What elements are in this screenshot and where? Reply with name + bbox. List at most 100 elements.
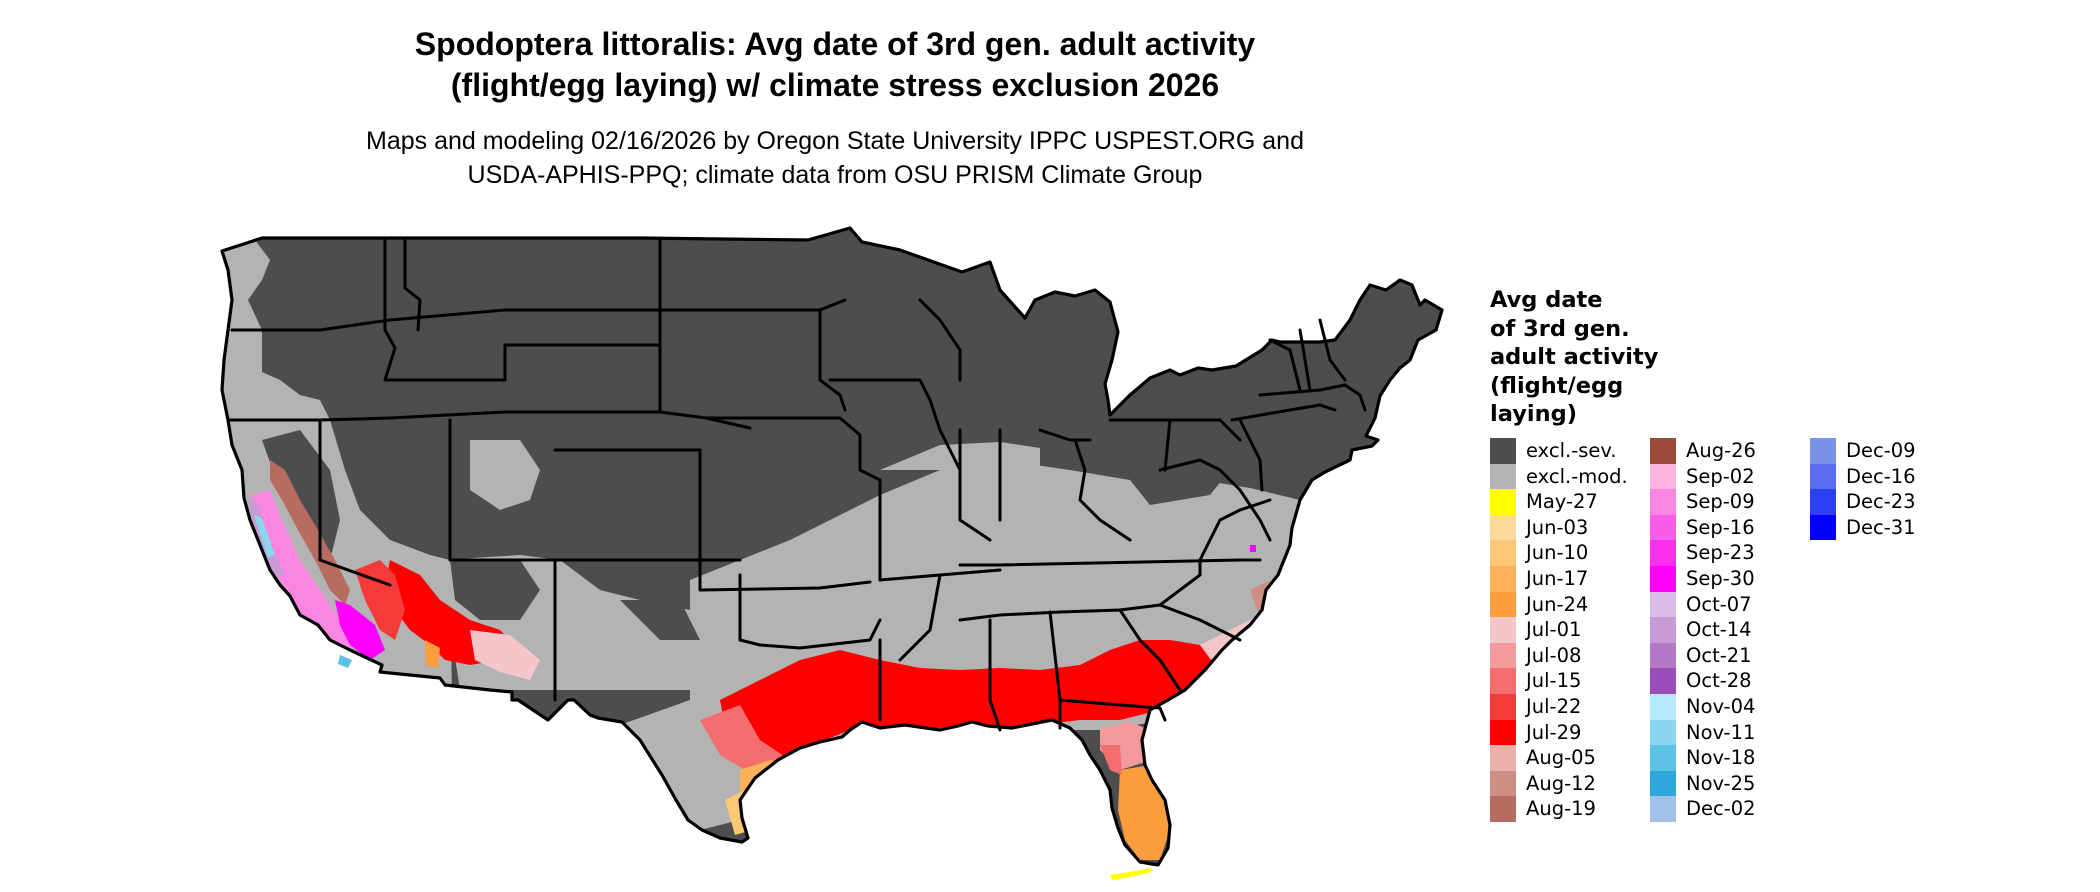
- legend-swatch: [1650, 514, 1676, 541]
- legend-label: excl.-mod.: [1526, 464, 1628, 488]
- legend-label: Aug-26: [1686, 439, 1756, 462]
- legend-label: Sep-09: [1686, 490, 1755, 514]
- legend-swatch: [1490, 617, 1516, 643]
- map-subtitle: Maps and modeling 02/16/2026 by Oregon S…: [250, 124, 1420, 192]
- legend-swatch: [1650, 796, 1676, 822]
- jun-activity-yuma: [425, 640, 440, 668]
- jul-activity-desert-socal: [355, 560, 405, 640]
- legend-label: Aug-05: [1526, 746, 1596, 770]
- legend-swatch: [1490, 591, 1516, 618]
- legend-swatch: [1650, 617, 1676, 643]
- legend-label: Sep-30: [1686, 567, 1755, 590]
- legend-label: Dec-02: [1686, 797, 1756, 821]
- legend-label: Nov-18: [1686, 746, 1756, 770]
- legend-swatch: [1650, 438, 1676, 464]
- legend-title: Avg date of 3rd gen. adult activity (flight…: [1490, 286, 2010, 429]
- moderate-exclusion-utah: [470, 440, 540, 510]
- legend-swatch: [1490, 770, 1516, 797]
- legend-swatch: [1490, 489, 1516, 515]
- legend-label: Nov-11: [1686, 720, 1756, 744]
- aug-activity-central-valley: [270, 460, 350, 605]
- legend-label: Dec-09: [1846, 439, 1916, 462]
- legend-label: Jul-15: [1526, 669, 1582, 693]
- map-title-line1: Spodoptera littoralis: Avg date of 3rd g…: [414, 26, 1256, 62]
- legend-swatch: [1810, 463, 1836, 490]
- legend-swatch: [1650, 566, 1676, 592]
- legend-swatch: [1490, 668, 1516, 694]
- legend-swatch: [1650, 591, 1676, 618]
- legend-swatch: [1490, 796, 1516, 822]
- legend-swatch: [1650, 770, 1676, 797]
- severe-exclusion-appalachian: [1130, 460, 1230, 505]
- legend-label: Jul-22: [1526, 695, 1582, 718]
- legend-label: Aug-12: [1526, 771, 1596, 795]
- legend-swatch: [1810, 489, 1836, 515]
- florida-keys: [1110, 868, 1152, 880]
- legend-swatch: [1490, 566, 1516, 592]
- legend-label: Oct-21: [1686, 643, 1752, 667]
- map-title: Spodoptera littoralis: Avg date of 3rd g…: [250, 24, 1420, 106]
- legend-swatch: [1650, 489, 1676, 515]
- legend: Avg date of 3rd gen. adult activity (flight…: [1490, 286, 2010, 846]
- legend-swatch: [1490, 694, 1516, 720]
- jun-activity-south-texas: [740, 760, 812, 840]
- legend-swatch: [1650, 668, 1676, 694]
- legend-title-line: Avg date: [1490, 287, 1603, 313]
- legend-title-line: laying): [1490, 401, 1577, 427]
- jul-activity-florida-west: [1100, 745, 1122, 775]
- legend-label: Nov-04: [1686, 695, 1756, 718]
- legend-swatch: [1650, 463, 1676, 490]
- legend-label: Sep-02: [1686, 464, 1755, 488]
- legend-label: Oct-28: [1686, 669, 1752, 693]
- legend-title-line: (flight/egg: [1490, 372, 1624, 399]
- map-title-line2: (flight/egg laying) w/ climate stress ex…: [450, 67, 1220, 103]
- legend-swatch: [1810, 514, 1836, 541]
- legend-label: Jul-08: [1526, 643, 1582, 667]
- state-borders: [226, 236, 1367, 732]
- channel-islands: [338, 655, 352, 668]
- legend-label: Dec-16: [1846, 464, 1916, 488]
- legend-label: Sep-23: [1686, 541, 1755, 565]
- legend-title-line: adult activity: [1490, 344, 1659, 370]
- severe-exclusion-west-texas: [620, 600, 700, 640]
- sep-activity-california-coast: [252, 490, 355, 652]
- legend-label: May-27: [1526, 490, 1598, 514]
- legend-swatch: [1490, 514, 1516, 541]
- legend-label: Dec-31: [1846, 515, 1916, 539]
- legend-label: Aug-19: [1526, 797, 1596, 821]
- sep-activity-chesapeake: [1250, 545, 1256, 552]
- legend-swatch: [1490, 642, 1516, 669]
- legend-label: Nov-25: [1686, 771, 1756, 795]
- legend-swatch: [1650, 694, 1676, 720]
- legend-swatch: [1490, 719, 1516, 746]
- legend-label: excl.-sev.: [1526, 439, 1617, 462]
- severe-exclusion-arizona-plateau: [450, 560, 540, 620]
- legend-label: Oct-07: [1686, 592, 1752, 616]
- jul-activity-gulf-fringe: [700, 705, 790, 775]
- legend-swatch: [1650, 719, 1676, 746]
- legend-swatch: [1650, 745, 1676, 771]
- legend-label: Jul-29: [1526, 720, 1582, 744]
- jul-activity-arizona-fringe: [470, 630, 540, 680]
- sep-activity-socal: [335, 600, 385, 660]
- legend-swatch: [1490, 540, 1516, 566]
- legend-label: Jun-24: [1526, 592, 1589, 616]
- legend-label: Jun-10: [1526, 541, 1589, 565]
- jul-activity-gulf-band: [720, 640, 1220, 768]
- legend-swatch: [1490, 463, 1516, 490]
- legend-label: Oct-14: [1686, 618, 1752, 642]
- legend-title-line: of 3rd gen.: [1490, 315, 1630, 342]
- legend-label: Jul-01: [1526, 618, 1582, 642]
- us-map: [220, 226, 1444, 880]
- map-subtitle-line1: Maps and modeling 02/16/2026 by Oregon S…: [366, 127, 1304, 155]
- map-subtitle-line2: USDA-APHIS-PPQ; climate data from OSU PR…: [467, 161, 1203, 189]
- legend-swatch: [1810, 438, 1836, 464]
- legend-swatch: [1650, 642, 1676, 669]
- legend-swatch: [1490, 438, 1516, 464]
- legend-label: Dec-23: [1846, 490, 1916, 514]
- legend-swatch: [1490, 745, 1516, 771]
- legend-label: Jun-03: [1526, 515, 1589, 539]
- legend-label: Sep-16: [1686, 515, 1755, 539]
- legend-label: Jun-17: [1526, 567, 1589, 590]
- legend-swatch: [1650, 540, 1676, 566]
